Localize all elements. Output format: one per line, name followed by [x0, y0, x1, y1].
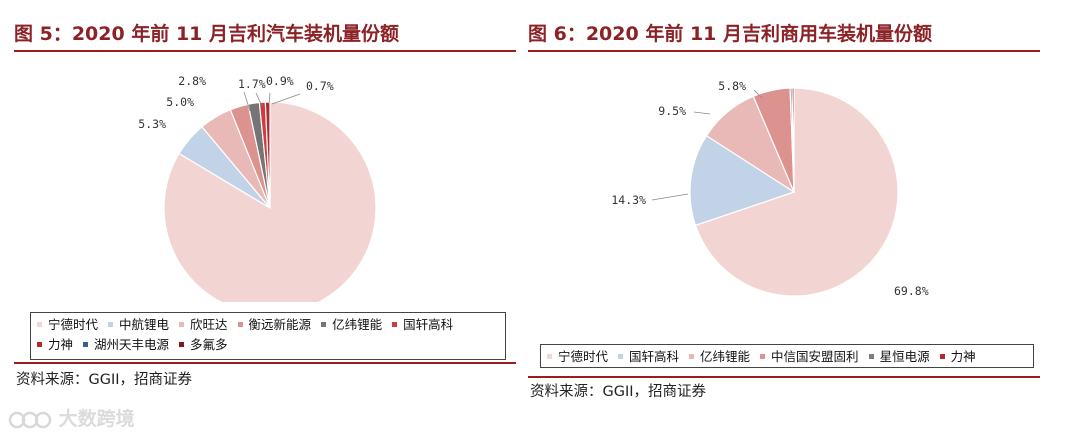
- data-label: 0.7%: [306, 79, 334, 93]
- legend-swatch: [179, 322, 185, 327]
- figure-title: 图 6：2020 年前 11 月吉利商用车装机量份额: [528, 23, 933, 45]
- legend-label: 多氟多: [190, 337, 228, 352]
- bottom-rule: [14, 362, 516, 364]
- watermark: 大数跨境: [8, 404, 135, 431]
- legend-item: 衡远新能源: [237, 315, 312, 335]
- pie-slice-7: [264, 101, 271, 209]
- data-label: 0.9%: [266, 74, 294, 88]
- legend-swatch: [547, 354, 552, 359]
- legend-item: 星恒电源: [868, 347, 930, 367]
- legend-item: 中航锂电: [108, 315, 169, 335]
- pie-slice-6: [791, 87, 795, 193]
- data-label: 14.3%: [611, 193, 646, 207]
- pie-slice-1: [694, 87, 899, 297]
- legend-label: 亿纬锂能: [332, 317, 383, 332]
- data-label: 5.0%: [166, 95, 194, 109]
- legend-item: 欣旺达: [179, 315, 228, 335]
- chart-panel-right: 图 6：2020 年前 11 月吉利商用车装机量份额 69.8% 14.3% 9.5…: [528, 18, 1040, 404]
- legend-label: 力神: [48, 337, 74, 352]
- legend-swatch: [939, 354, 945, 359]
- data-label: 2.8%: [178, 74, 206, 88]
- legend-swatch: [179, 342, 185, 347]
- legend-item: 国轩高科: [392, 315, 453, 335]
- legend-item: 亿纬锂能: [689, 347, 750, 367]
- leader-line: [255, 92, 263, 107]
- legend-swatch: [237, 322, 243, 327]
- leader-line: [753, 89, 763, 99]
- pie-chart: 69.8% 14.3% 9.5% 5.8%: [611, 79, 929, 298]
- chart-legend: 宁德时代 国轩高科 亿纬锂能 中信国安盟固利 星恒电源 力神: [540, 344, 1034, 368]
- legend-label: 宁德时代: [48, 317, 99, 332]
- legend-label: 欣旺达: [190, 317, 228, 332]
- pie-slice-2: [689, 134, 796, 227]
- legend-item: 宁德时代: [37, 315, 98, 335]
- source-note: 资料来源：GGII，招商证券: [530, 384, 707, 400]
- pie-chart: 83.6%5.3%5.0%2.8%1.7%0.9%0.7%: [138, 74, 377, 302]
- legend-item: 力神: [37, 335, 73, 355]
- bottom-rule: [528, 376, 1040, 378]
- legend-swatch: [689, 354, 695, 359]
- data-label: 9.5%: [658, 104, 686, 118]
- watermark-text: 大数跨境: [58, 408, 135, 430]
- legend-label: 亿纬锂能: [700, 349, 751, 364]
- leader-line: [243, 91, 251, 112]
- legend-label: 中航锂电: [119, 317, 170, 332]
- legend-label: 国轩高科: [403, 317, 454, 332]
- legend-swatch: [618, 354, 624, 359]
- legend-swatch: [108, 322, 114, 327]
- figure-title: 图 5：2020 年前 11 月吉利汽车装机量份额: [14, 23, 400, 45]
- data-label: 5.8%: [718, 79, 746, 93]
- legend-label: 国轩高科: [629, 349, 680, 364]
- leader-line: [271, 93, 301, 105]
- legend-item: 多氟多: [179, 335, 228, 355]
- legend-item: 中信国安盟固利: [760, 347, 859, 367]
- title-rule: [528, 50, 1040, 52]
- legend-label: 中信国安盟固利: [771, 349, 859, 364]
- pie-slice-1: [163, 101, 377, 302]
- legend-swatch: [868, 354, 874, 359]
- legend-label: 力神: [950, 349, 976, 364]
- legend-item: 宁德时代: [547, 347, 608, 367]
- leader-line: [268, 92, 271, 105]
- legend-label: 湖州天丰电源: [94, 337, 170, 352]
- chart-legend: 宁德时代 中航锂电 欣旺达 衡远新能源 亿纬锂能 国轩高科力神 湖州天丰电源 多氟多: [30, 312, 506, 360]
- legend-label: 星恒电源: [879, 349, 930, 364]
- legend-label: 衡远新能源: [248, 317, 312, 332]
- legend-swatch: [83, 342, 89, 347]
- legend-item: 亿纬锂能: [321, 315, 382, 335]
- legend-swatch: [760, 354, 766, 359]
- chart-panel-left: 图 5：2020 年前 11 月吉利汽车装机量份额 83.6%5.3%5.0%2…: [14, 18, 516, 404]
- legend-swatch: [392, 322, 398, 327]
- data-label: 1.7%: [238, 77, 266, 91]
- legend-swatch: [37, 322, 42, 327]
- leader-line: [693, 111, 711, 115]
- watermark-logo-icon: [8, 411, 52, 428]
- leader-line: [651, 193, 689, 201]
- legend-item: 湖州天丰电源: [83, 335, 169, 355]
- legend-item: 国轩高科: [618, 347, 679, 367]
- legend-swatch: [321, 322, 327, 327]
- data-label: 5.3%: [138, 117, 166, 131]
- data-label: 69.8%: [894, 284, 929, 298]
- title-rule: [14, 50, 516, 52]
- legend-item: 力神: [939, 347, 976, 367]
- source-note: 资料来源：GGII，招商证券: [16, 372, 193, 388]
- legend-label: 宁德时代: [558, 349, 609, 364]
- legend-swatch: [37, 342, 42, 347]
